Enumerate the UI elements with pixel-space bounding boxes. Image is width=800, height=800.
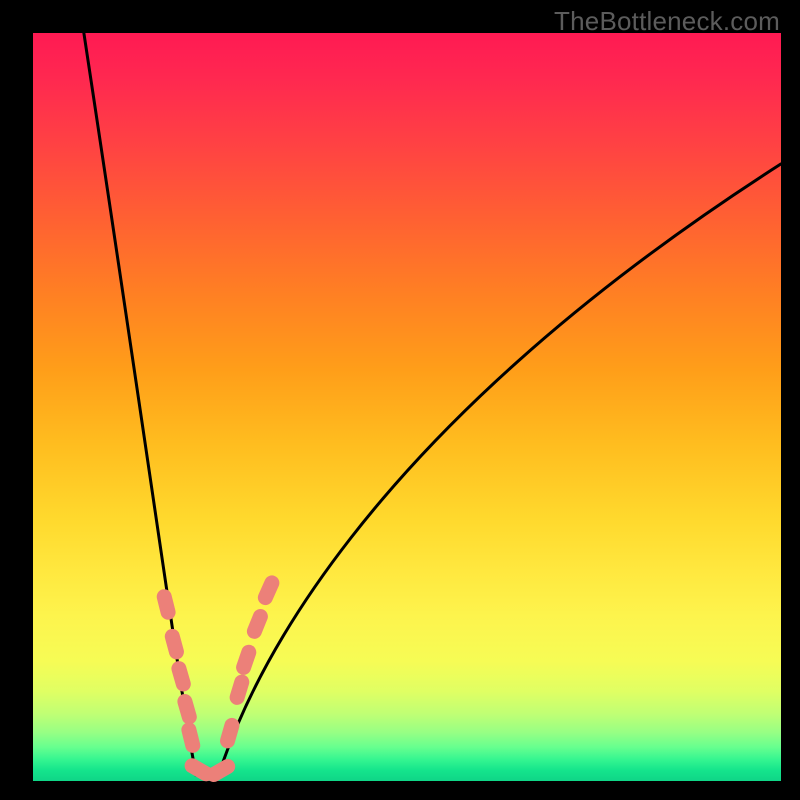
curve-marker <box>245 607 269 640</box>
curve-marker <box>176 693 198 726</box>
curve-marker <box>156 588 177 620</box>
marker-group <box>156 574 281 784</box>
curve-marker <box>180 721 201 753</box>
curve-marker <box>204 757 237 784</box>
curve-marker <box>170 660 192 693</box>
curve-layer <box>33 33 781 781</box>
chart-stage: TheBottleneck.com <box>0 0 800 800</box>
curve-marker <box>164 628 185 661</box>
curve-marker <box>256 574 281 607</box>
curve-marker <box>235 643 258 676</box>
v-curve <box>84 33 781 777</box>
plot-area <box>33 33 781 781</box>
watermark-text: TheBottleneck.com <box>554 6 780 37</box>
curve-marker <box>219 717 241 750</box>
